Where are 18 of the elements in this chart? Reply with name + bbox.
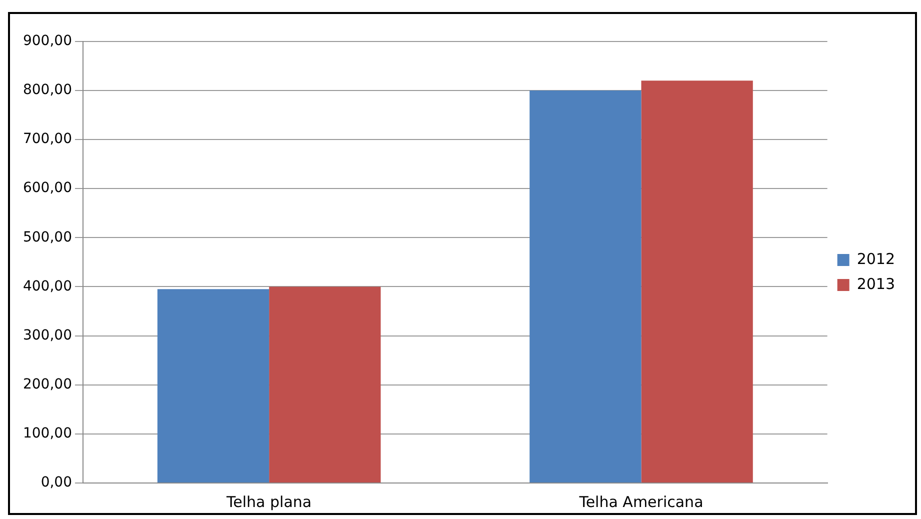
bar <box>157 289 270 482</box>
legend-label: 2013 <box>856 274 896 293</box>
y-tick-label: 800,00 <box>22 82 72 98</box>
bar <box>641 80 753 482</box>
bar <box>269 286 381 482</box>
y-tick-label: 0,00 <box>40 474 72 491</box>
y-tick-label: 400,00 <box>22 278 72 294</box>
x-tick-label: Telha plana <box>226 492 312 511</box>
y-tick-label: 900,00 <box>22 33 72 50</box>
y-tick-label: 500,00 <box>22 229 72 246</box>
y-tick-label: 700,00 <box>22 131 72 148</box>
legend-label: 2012 <box>856 250 896 268</box>
y-tick-label: 600,00 <box>22 180 72 196</box>
bar <box>530 90 642 482</box>
x-tick-label: Telha Americana <box>578 492 704 511</box>
y-tick-label: 100,00 <box>22 426 72 442</box>
y-tick-label: 300,00 <box>22 327 72 344</box>
y-tick-label: 200,00 <box>22 376 72 393</box>
